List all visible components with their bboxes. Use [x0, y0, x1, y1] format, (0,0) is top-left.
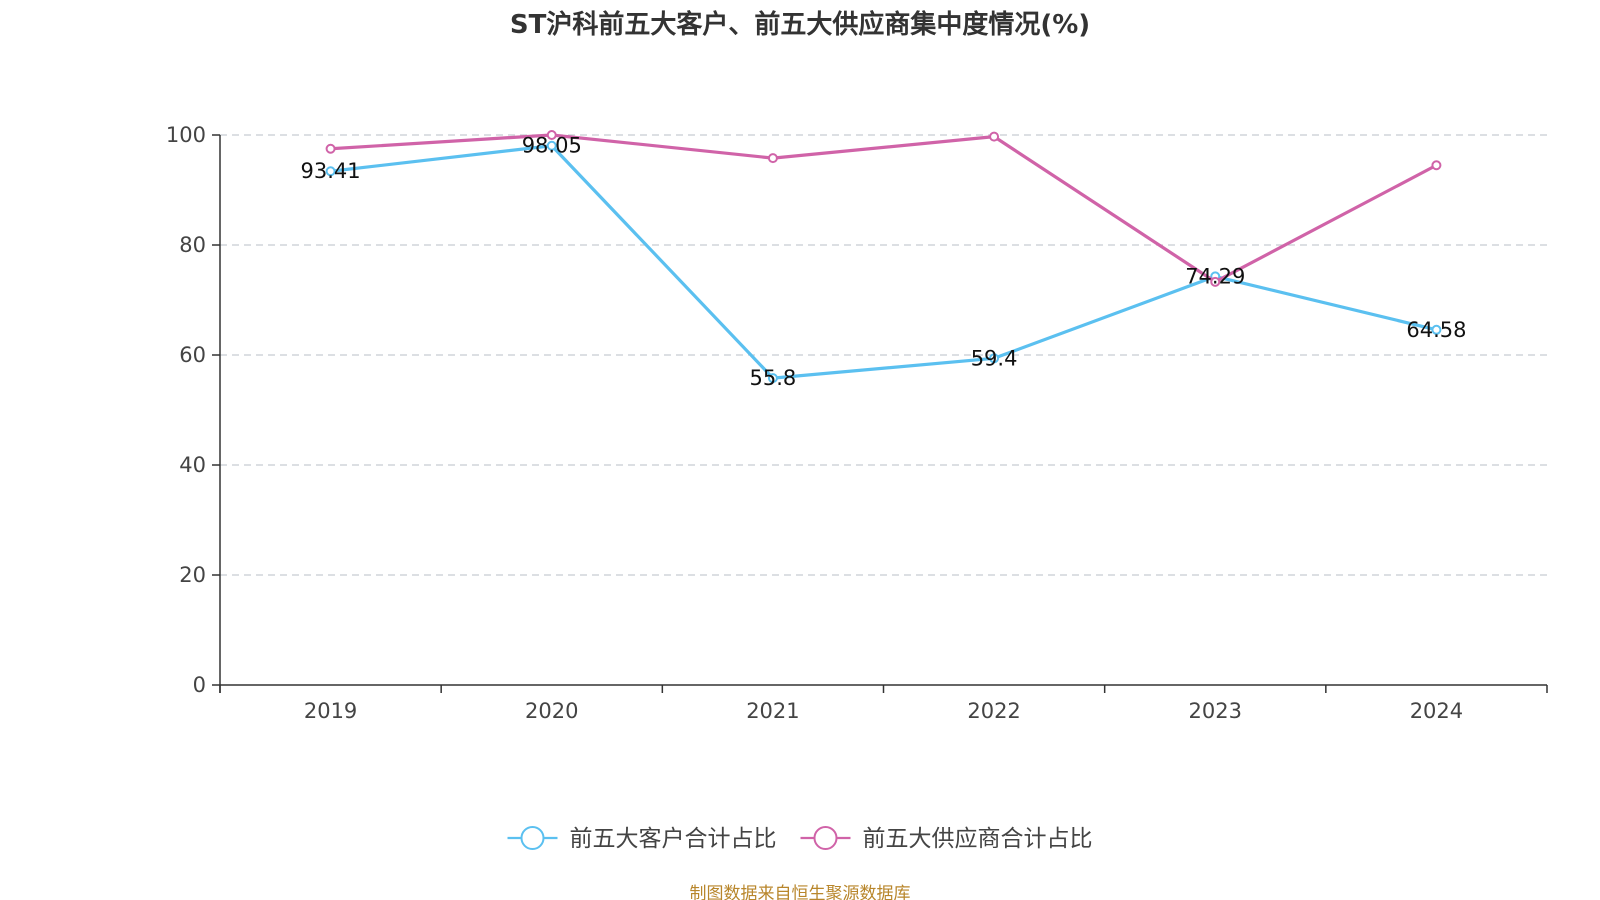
data-label-2020: 98.05	[522, 134, 582, 158]
y-tick-label-100: 100	[166, 123, 206, 147]
y-tick-label-0: 0	[193, 673, 206, 697]
legend-marker-1	[813, 826, 838, 850]
chart-title: ST沪科前五大客户、前五大供应商集中度情况(%)	[510, 9, 1090, 40]
data-point-s1-2019	[325, 143, 336, 154]
data-point-s1-2024	[1431, 160, 1442, 171]
x-tick-label-2024: 2024	[1410, 699, 1463, 723]
data-label-2019: 93.41	[301, 159, 361, 183]
data-point-s0-2021	[767, 373, 778, 384]
x-axis-ticks: 2019 2020 2021 2022 2023 2024	[304, 699, 1463, 723]
source-note: 制图数据来自恒生聚源数据库	[690, 884, 911, 900]
data-labels: 93.41 98.05 55.8 59.4 74.29 64.58	[301, 134, 1467, 390]
y-tick-label-60: 60	[179, 343, 206, 367]
legend-marker-0	[520, 826, 545, 850]
data-point-s0-2019	[325, 166, 336, 177]
legend-label-0: 前五大客户合计占比	[570, 826, 777, 852]
data-label-2021: 55.8	[750, 366, 797, 390]
x-tick-label-2020: 2020	[525, 699, 578, 723]
data-point-s0-2024	[1431, 324, 1442, 335]
y-tick-label-40: 40	[179, 453, 206, 477]
x-tick-label-2023: 2023	[1189, 699, 1242, 723]
data-point-s1-2020	[546, 130, 557, 140]
data-point-s0-2022	[989, 353, 1000, 364]
x-tick-label-2021: 2021	[746, 699, 799, 723]
series-lines	[325, 130, 1442, 384]
data-point-s1-2023	[1210, 276, 1221, 287]
series-line-1	[330, 133, 1438, 284]
axes	[212, 134, 1548, 693]
data-label-2024: 64.58	[1406, 318, 1466, 342]
data-point-s1-2022	[989, 131, 1000, 142]
data-label-2022: 59.4	[971, 346, 1018, 370]
legend-label-1: 前五大供应商合计占比	[863, 826, 1093, 852]
series-line-0	[330, 144, 1437, 380]
y-axis-ticks: 0 20 40 60 80 100	[166, 123, 206, 697]
x-tick-label-2019: 2019	[304, 699, 357, 723]
data-point-s0-2020	[546, 140, 557, 151]
y-tick-label-80: 80	[179, 233, 206, 257]
legend[interactable]: 前五大客户合计占比 前五大供应商合计占比	[507, 826, 1093, 852]
grid-lines	[220, 134, 1547, 576]
data-label-2023: 74.29	[1185, 264, 1245, 288]
y-tick-label-20: 20	[179, 563, 206, 587]
x-tick-label-2022: 2022	[967, 699, 1020, 723]
data-point-s1-2021	[767, 153, 778, 164]
